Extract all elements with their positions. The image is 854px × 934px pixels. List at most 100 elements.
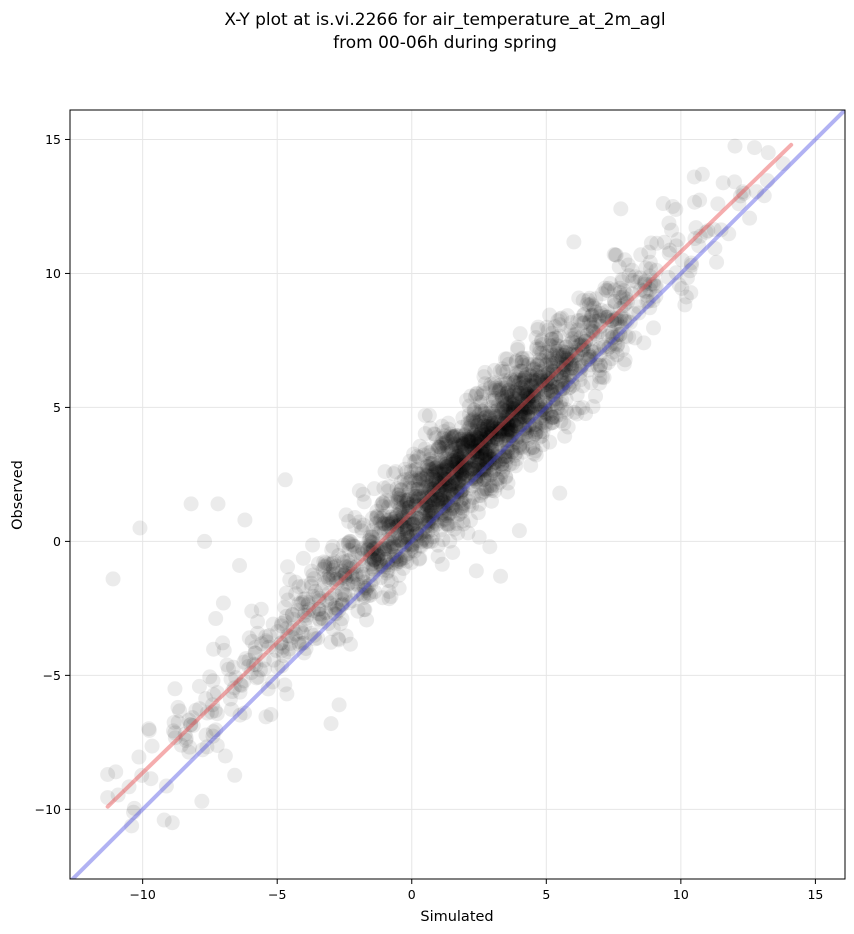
data-point [481,449,497,465]
data-point [389,554,405,570]
data-point [382,537,398,553]
data-point [434,556,450,572]
data-point [224,701,240,717]
data-point [290,602,306,618]
data-point [199,705,215,721]
data-point [452,462,468,478]
data-point [383,589,399,605]
data-point [538,398,554,414]
data-point [498,422,514,438]
data-point [444,443,460,459]
data-point [429,478,445,494]
data-point [376,480,392,496]
data-point [455,458,471,474]
data-point [568,353,584,369]
data-point [530,319,546,335]
data-point [333,616,349,632]
data-point [389,495,405,511]
data-point [432,491,448,507]
data-point [395,510,411,526]
data-point [206,641,222,657]
data-point [490,384,506,400]
data-point [500,422,516,438]
data-point [505,437,521,453]
data-point [483,418,499,434]
data-point [485,463,501,479]
data-point [365,535,381,551]
data-point [459,460,475,476]
data-point [549,379,565,395]
data-point [197,533,213,549]
data-point [461,432,477,448]
data-point [488,382,504,398]
data-point [422,489,438,505]
data-point [597,308,613,324]
data-point [325,571,341,587]
data-point [548,330,564,346]
data-point [419,497,435,513]
data-point [217,748,233,764]
data-point [437,453,453,469]
data-point [509,387,525,403]
data-point [499,386,515,402]
data-point [477,469,493,485]
data-point [597,280,613,296]
data-point [300,597,316,613]
data-point [471,468,487,484]
data-point [560,377,576,393]
data-point [476,459,492,475]
data-point [479,430,495,446]
data-point [529,339,545,355]
data-point [433,492,449,508]
data-point [586,300,602,316]
data-point [317,555,333,571]
data-point [430,439,446,455]
data-point [392,551,408,567]
data-point [736,185,752,201]
data-point [563,360,579,376]
data-point [461,432,477,448]
data-point [503,427,519,443]
data-point [607,336,623,352]
data-point [592,357,608,373]
data-point [670,232,686,248]
data-point [637,275,653,291]
data-point [456,469,472,485]
data-point [444,476,460,492]
data-point [198,727,214,743]
data-point [467,458,483,474]
data-point [655,196,671,212]
data-point [480,433,496,449]
data-point [420,502,436,518]
data-point [578,333,594,349]
data-point [492,404,508,420]
data-point [546,363,562,379]
data-point [470,505,486,521]
data-point [558,402,574,418]
data-point [478,451,494,467]
data-point [480,433,496,449]
data-point [399,492,415,508]
data-point [370,548,386,564]
data-point [727,138,743,154]
data-point [438,434,454,450]
data-point [404,537,420,553]
data-point [381,483,397,499]
data-point [529,357,545,373]
data-point [469,453,485,469]
data-point [469,433,485,449]
data-point [425,467,441,483]
data-point [537,367,553,383]
data-point [535,377,551,393]
data-point [291,579,307,595]
data-point [426,505,442,521]
data-point [535,373,551,389]
data-point [355,566,371,582]
data-point [648,278,664,294]
data-point [483,493,499,509]
data-point [481,405,497,421]
data-point [448,461,464,477]
data-point [520,405,536,421]
data-point [513,372,529,388]
